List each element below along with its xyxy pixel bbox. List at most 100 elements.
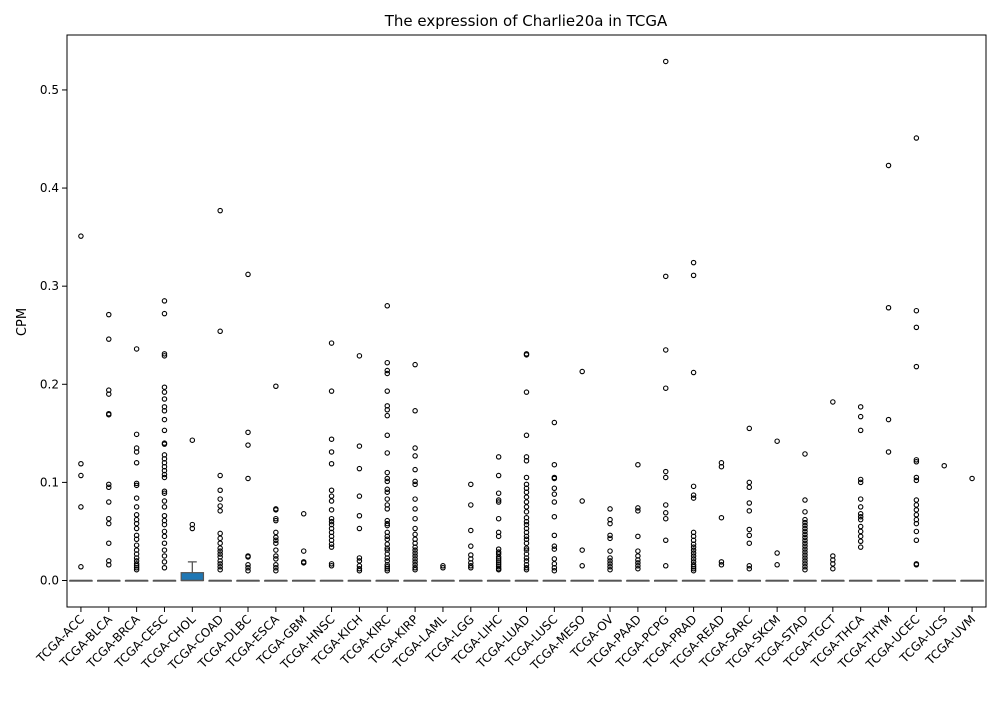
- outlier-point: [217, 566, 223, 573]
- outlier-point: [468, 565, 474, 571]
- outlier-point: [133, 565, 140, 571]
- outlier-point: [133, 460, 140, 466]
- box-group: [486, 454, 511, 582]
- outlier-point: [885, 416, 892, 423]
- outlier-point: [273, 507, 279, 513]
- outlier-point: [161, 488, 168, 494]
- outlier-point: [857, 544, 864, 550]
- outlier-point: [300, 511, 307, 517]
- outlier-point: [217, 558, 223, 564]
- outlier-point: [857, 538, 864, 545]
- outlier-point: [384, 533, 391, 540]
- outlier-point: [746, 565, 753, 572]
- outlier-point: [802, 555, 808, 561]
- outlier-point: [273, 534, 279, 541]
- outlier-point: [857, 528, 864, 535]
- chart-title: The expression of Charlie20a in TCGA: [384, 12, 668, 30]
- outlier-point: [412, 496, 418, 502]
- outlier-point: [217, 472, 223, 479]
- outlier-point: [913, 502, 920, 508]
- outlier-point: [913, 497, 920, 503]
- outlier-point: [106, 562, 112, 568]
- plot-frame: [66, 34, 987, 608]
- outlier-point: [161, 310, 168, 317]
- outlier-point: [802, 528, 808, 535]
- outlier-point: [662, 502, 669, 508]
- outlier-point: [746, 563, 753, 569]
- outlier-point: [328, 487, 335, 493]
- outlier-point: [384, 567, 391, 574]
- outlier-point: [690, 550, 697, 556]
- outlier-point: [607, 561, 613, 567]
- outlier-point: [133, 480, 140, 487]
- outlier-point: [690, 547, 697, 553]
- outlier-point: [384, 478, 391, 485]
- outlier-point: [635, 557, 641, 563]
- outlier-point: [802, 561, 808, 567]
- outlier-point: [746, 540, 753, 546]
- outlier-point: [412, 531, 418, 538]
- outlier-point: [356, 565, 363, 572]
- outlier-point: [857, 476, 864, 483]
- outlier-point: [245, 271, 251, 278]
- outlier-point: [328, 436, 335, 442]
- outlier-point: [802, 540, 808, 546]
- outlier-point: [328, 507, 335, 513]
- outlier-point: [412, 550, 418, 556]
- outlier-point: [635, 508, 641, 514]
- outlier-point: [217, 496, 223, 502]
- outlier-point: [551, 567, 558, 574]
- outlier-point: [885, 162, 892, 169]
- outlier-point: [802, 451, 808, 457]
- box-group: [654, 58, 678, 582]
- outlier-point: [356, 558, 363, 564]
- outlier-point: [607, 532, 613, 539]
- outlier-point: [217, 545, 223, 551]
- outlier-point: [495, 566, 502, 573]
- outlier-point: [913, 537, 920, 544]
- outlier-point: [690, 565, 697, 572]
- outlier-point: [746, 500, 753, 506]
- outlier-point: [523, 545, 530, 551]
- outlier-point: [245, 442, 251, 448]
- outlier-point: [328, 340, 335, 346]
- outlier-point: [106, 499, 112, 505]
- outlier-point: [356, 443, 363, 449]
- y-tick-label: 0.5: [40, 83, 59, 97]
- outlier-point: [161, 471, 168, 478]
- box-group: [848, 404, 873, 582]
- outlier-point: [328, 461, 335, 467]
- outlier-point: [885, 305, 892, 311]
- outlier-point: [495, 499, 502, 505]
- outlier-point: [802, 564, 808, 570]
- plot-area: 0.00.10.20.30.40.5TCGA-ACCTCGA-BLCATCGA-…: [33, 58, 984, 673]
- box-group: [264, 383, 288, 582]
- outlier-point: [802, 516, 808, 523]
- outlier-point: [106, 411, 112, 418]
- outlier-point: [384, 545, 391, 551]
- outlier-point: [384, 489, 391, 495]
- box-group: [97, 311, 121, 582]
- outlier-point: [885, 449, 892, 455]
- outlier-point: [635, 533, 641, 540]
- outlier-point: [161, 540, 168, 546]
- outlier-point: [913, 459, 920, 465]
- y-tick-label: 0.1: [40, 475, 59, 489]
- box-group: [960, 475, 984, 582]
- outlier-point: [106, 311, 112, 318]
- outlier-point: [857, 516, 864, 523]
- outlier-point: [328, 518, 335, 525]
- outlier-point: [718, 463, 725, 470]
- outlier-point: [161, 396, 168, 402]
- outlier-point: [802, 552, 808, 558]
- outlier-point: [189, 437, 196, 443]
- outlier-point: [161, 416, 168, 423]
- outlier-point: [662, 273, 669, 280]
- outlier-point: [161, 528, 168, 535]
- outlier-point: [579, 368, 585, 375]
- outlier-point: [328, 388, 335, 394]
- outlier-point: [746, 484, 753, 491]
- box-group: [69, 233, 93, 582]
- outlier-point: [523, 533, 530, 540]
- outlier-point: [161, 559, 168, 565]
